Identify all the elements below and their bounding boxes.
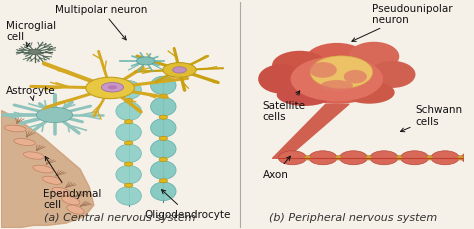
Ellipse shape xyxy=(23,152,44,159)
Ellipse shape xyxy=(116,166,141,184)
Ellipse shape xyxy=(52,188,71,196)
Text: Ependymal
cell: Ependymal cell xyxy=(43,157,101,209)
Ellipse shape xyxy=(431,151,459,165)
Ellipse shape xyxy=(159,179,167,183)
Ellipse shape xyxy=(151,98,176,116)
Ellipse shape xyxy=(344,82,395,104)
Ellipse shape xyxy=(151,77,176,95)
Ellipse shape xyxy=(304,156,311,160)
Ellipse shape xyxy=(462,151,474,165)
Ellipse shape xyxy=(272,52,328,81)
Ellipse shape xyxy=(427,156,433,160)
Ellipse shape xyxy=(43,177,62,185)
Ellipse shape xyxy=(33,166,53,173)
Ellipse shape xyxy=(151,182,176,201)
Ellipse shape xyxy=(116,102,141,121)
Ellipse shape xyxy=(396,156,402,160)
Ellipse shape xyxy=(163,63,196,78)
Ellipse shape xyxy=(36,108,73,123)
Ellipse shape xyxy=(369,62,416,89)
Ellipse shape xyxy=(159,116,167,120)
Text: Oligodendrocyte: Oligodendrocyte xyxy=(145,190,231,219)
Ellipse shape xyxy=(258,65,304,94)
Ellipse shape xyxy=(401,151,428,165)
Ellipse shape xyxy=(457,156,464,160)
Text: Schwann
cells: Schwann cells xyxy=(401,105,463,132)
Ellipse shape xyxy=(295,73,378,104)
Ellipse shape xyxy=(125,183,133,188)
Ellipse shape xyxy=(116,145,141,163)
Text: Pseudounipolar
neuron: Pseudounipolar neuron xyxy=(352,4,452,42)
Ellipse shape xyxy=(116,81,141,100)
Ellipse shape xyxy=(291,57,383,102)
Ellipse shape xyxy=(125,120,133,124)
Ellipse shape xyxy=(125,162,133,166)
Ellipse shape xyxy=(277,84,332,106)
Ellipse shape xyxy=(304,44,369,80)
Ellipse shape xyxy=(344,71,367,84)
Ellipse shape xyxy=(125,99,133,103)
Text: Satellite
cells: Satellite cells xyxy=(263,92,306,122)
Ellipse shape xyxy=(159,158,167,162)
Ellipse shape xyxy=(108,86,117,90)
Ellipse shape xyxy=(159,95,167,99)
Ellipse shape xyxy=(116,123,141,142)
Polygon shape xyxy=(1,111,94,228)
Ellipse shape xyxy=(339,151,367,165)
Ellipse shape xyxy=(137,58,155,66)
Ellipse shape xyxy=(125,141,133,145)
Ellipse shape xyxy=(151,119,176,137)
Ellipse shape xyxy=(309,63,337,79)
Ellipse shape xyxy=(365,156,372,160)
Ellipse shape xyxy=(278,151,307,165)
Ellipse shape xyxy=(101,83,124,93)
Ellipse shape xyxy=(370,151,398,165)
Ellipse shape xyxy=(62,196,80,205)
Ellipse shape xyxy=(67,205,84,214)
Ellipse shape xyxy=(309,151,337,165)
Ellipse shape xyxy=(86,78,135,99)
Ellipse shape xyxy=(4,125,26,132)
Text: (a) Central nervous system: (a) Central nervous system xyxy=(44,212,195,222)
Ellipse shape xyxy=(310,57,373,89)
Ellipse shape xyxy=(151,161,176,180)
Ellipse shape xyxy=(14,139,35,146)
Ellipse shape xyxy=(159,137,167,141)
Ellipse shape xyxy=(335,156,341,160)
Text: Astrocyte: Astrocyte xyxy=(6,86,55,101)
Text: Multipolar neuron: Multipolar neuron xyxy=(55,5,147,41)
Text: (b) Peripheral nervous system: (b) Peripheral nervous system xyxy=(269,212,437,222)
Ellipse shape xyxy=(116,187,141,205)
Ellipse shape xyxy=(348,43,399,72)
Ellipse shape xyxy=(151,140,176,158)
Ellipse shape xyxy=(29,50,41,55)
Ellipse shape xyxy=(320,81,353,92)
Ellipse shape xyxy=(173,68,186,74)
Text: Axon: Axon xyxy=(263,157,291,179)
Text: Microglial
cell: Microglial cell xyxy=(6,21,56,48)
